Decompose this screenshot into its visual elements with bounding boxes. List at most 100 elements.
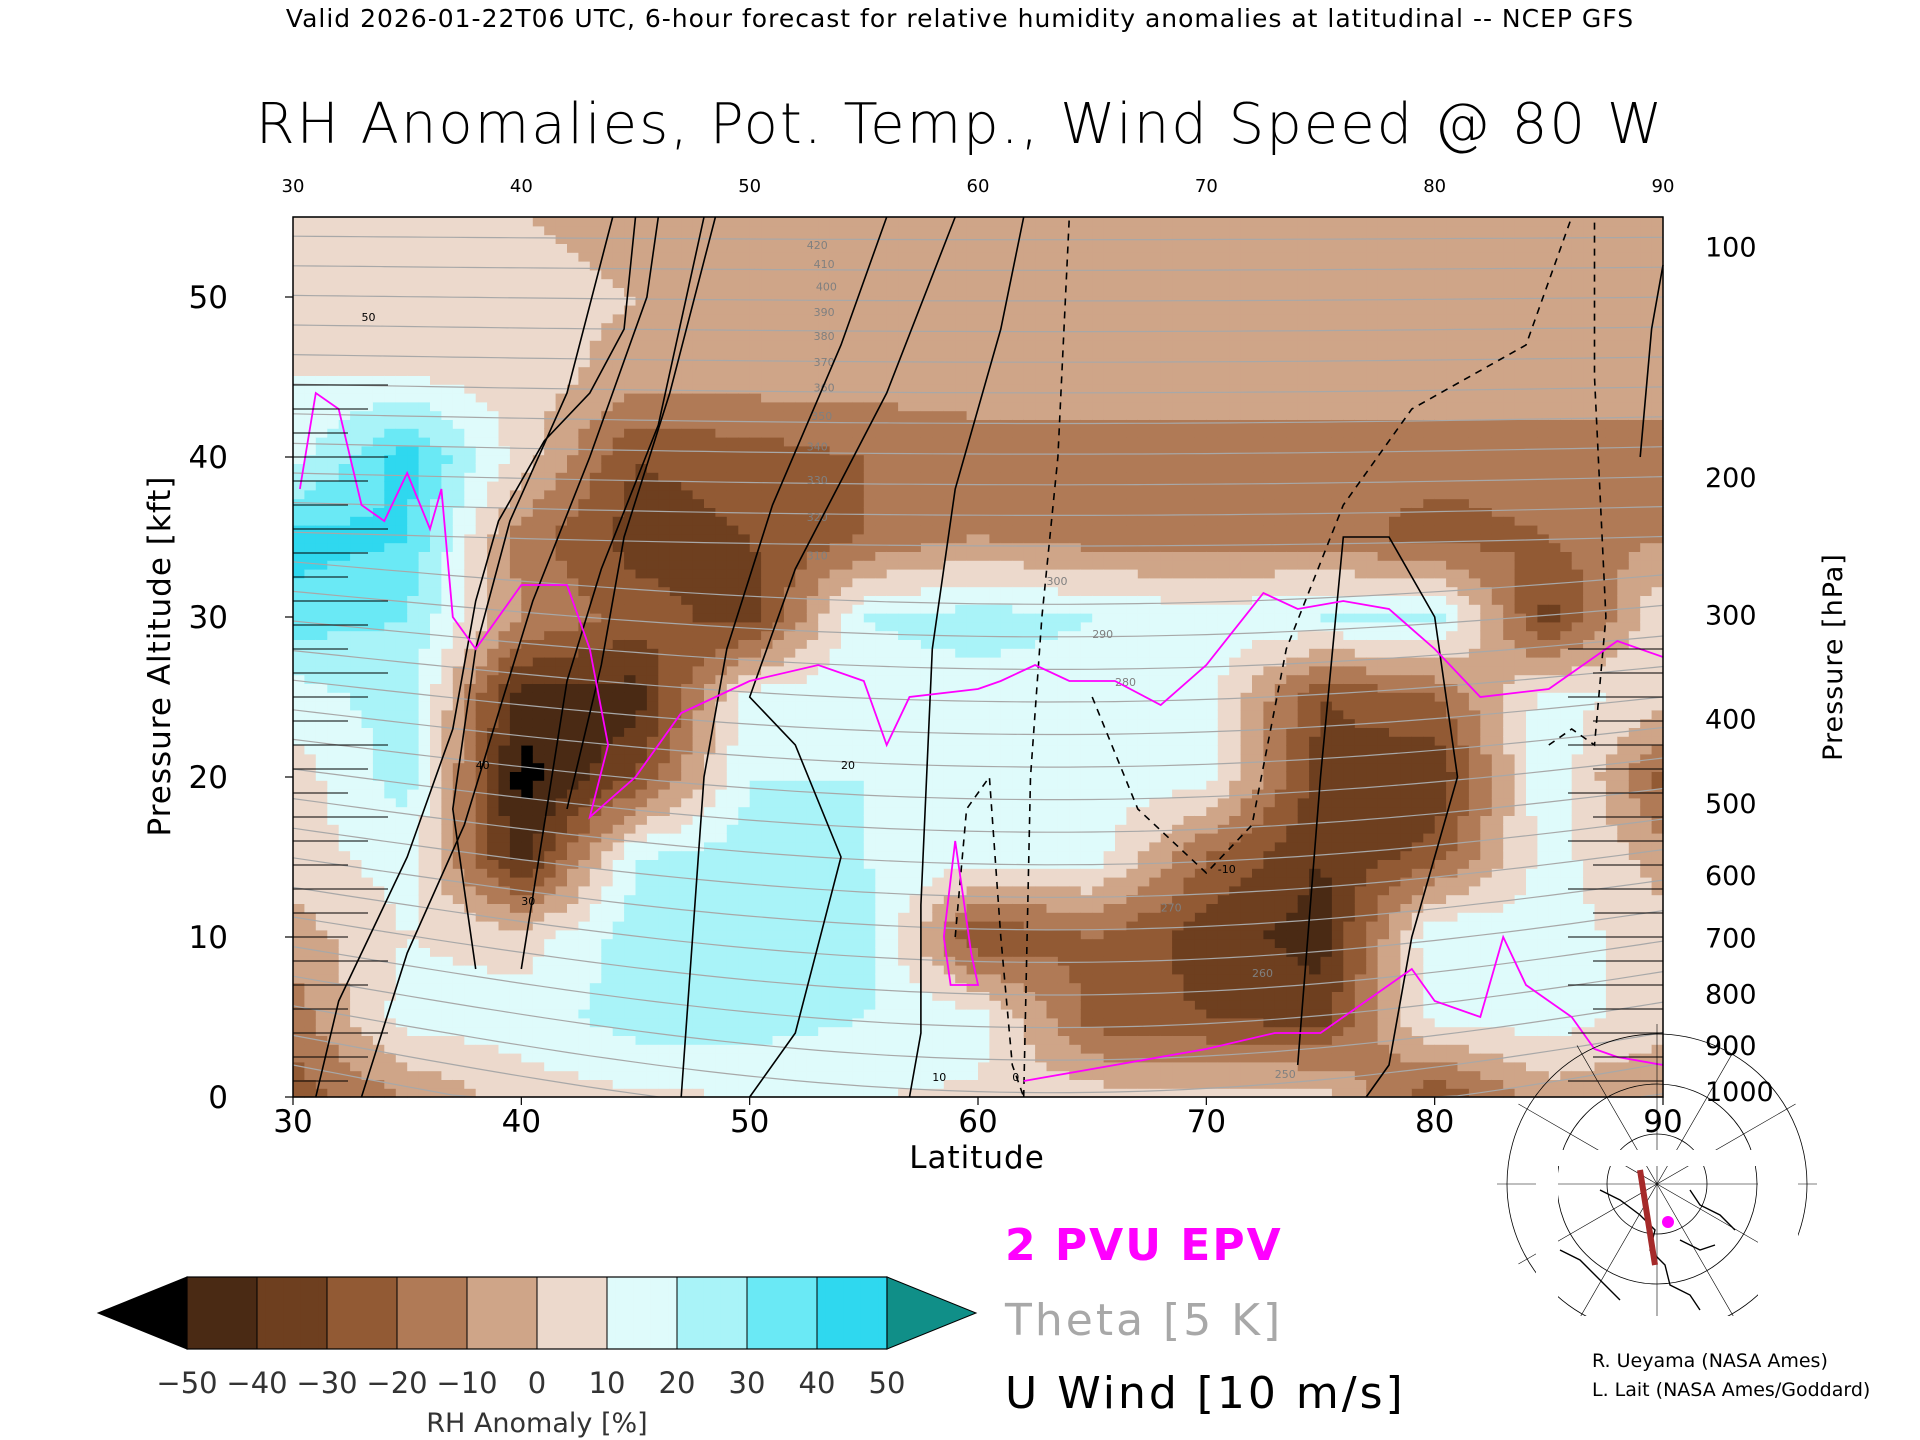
heatmap-cell [612, 428, 625, 438]
heatmap-cell [658, 991, 671, 1001]
heatmap-cell [521, 1000, 534, 1010]
heatmap-cell [806, 489, 819, 500]
heatmap-cell [498, 894, 511, 904]
heatmap-cell [498, 296, 511, 306]
heatmap-cell [509, 560, 522, 570]
heatmap-cell [841, 965, 853, 975]
heatmap-cell [555, 621, 568, 632]
heatmap-cell [841, 569, 853, 579]
heatmap-cell [544, 1079, 557, 1089]
heatmap-cell [738, 947, 751, 957]
heatmap-cell [738, 533, 751, 544]
heatmap-cell [669, 234, 682, 244]
heatmap-cell [338, 498, 351, 508]
heatmap-cell [829, 929, 842, 940]
heatmap-cell [567, 965, 579, 975]
heatmap-cell [350, 1017, 363, 1028]
heatmap-cell [384, 445, 397, 456]
heatmap-cell [795, 665, 808, 676]
heatmap-cell [658, 885, 671, 896]
heatmap-cell [521, 692, 534, 702]
heatmap-cell [430, 736, 442, 746]
heatmap-cell [407, 621, 420, 632]
heatmap-cell [430, 595, 442, 605]
heatmap-cell [795, 965, 808, 975]
heatmap-cell [772, 507, 785, 517]
heatmap-cell [350, 903, 363, 913]
heatmap-cell [407, 683, 420, 693]
heatmap-cell [692, 789, 705, 799]
heatmap-cell [293, 525, 305, 535]
heatmap-cell [681, 1053, 694, 1063]
heatmap-cell [704, 841, 716, 852]
heatmap-cell [715, 401, 728, 412]
heatmap-cell [509, 437, 522, 447]
heatmap-cell [601, 454, 614, 464]
heatmap-cell [350, 859, 363, 869]
heatmap-cell [829, 252, 842, 262]
heatmap-cell [578, 683, 591, 693]
heatmap-cell [395, 674, 408, 684]
heatmap-cell [395, 287, 408, 297]
heatmap-cell [749, 753, 762, 764]
heatmap-cell [624, 665, 637, 676]
heatmap-cell [669, 577, 682, 588]
heatmap-cell [487, 401, 500, 412]
heatmap-cell [407, 225, 420, 236]
heatmap-cell [418, 859, 431, 869]
heatmap-cell [841, 903, 853, 913]
heatmap-cell [749, 613, 762, 623]
heatmap-cell [738, 507, 751, 517]
heatmap-cell [430, 894, 442, 904]
heatmap-cell [624, 639, 637, 649]
heatmap-cell [487, 1070, 500, 1080]
heatmap-cell [704, 709, 716, 720]
heatmap-cell [338, 595, 351, 605]
heatmap-cell [567, 525, 579, 535]
heatmap-cell [532, 1026, 545, 1036]
heatmap-cell [315, 234, 328, 244]
heatmap-cell [715, 1061, 728, 1072]
heatmap-cell [783, 340, 796, 350]
heatmap-cell [327, 912, 340, 922]
heatmap-cell [430, 665, 442, 676]
heatmap-cell [715, 903, 728, 913]
heatmap-cell [818, 481, 831, 491]
heatmap-cell [509, 1053, 522, 1063]
heatmap-cell [681, 1044, 694, 1054]
heatmap-cell [761, 481, 774, 491]
heatmap-cell [350, 762, 363, 772]
heatmap-cell [464, 542, 477, 552]
heatmap-cell [646, 287, 659, 297]
heatmap-cell [487, 1009, 500, 1019]
heatmap-cell [715, 366, 728, 376]
heatmap-cell [704, 1079, 716, 1089]
heatmap-cell [293, 419, 305, 429]
heatmap-cell [681, 753, 694, 764]
heatmap-cell [783, 780, 796, 790]
heatmap-cell [612, 1088, 625, 1098]
heatmap-cell [669, 903, 682, 913]
heatmap-cell [818, 745, 831, 755]
heatmap-cell [841, 613, 853, 623]
heatmap-cell [407, 401, 420, 412]
heatmap-cell [544, 217, 557, 227]
heatmap-cell [646, 648, 659, 658]
heatmap-cell [772, 287, 785, 297]
heatmap-cell [658, 613, 671, 623]
heatmap-cell [772, 780, 785, 790]
heatmap-cell [852, 560, 865, 570]
heatmap-cell [646, 745, 659, 755]
heatmap-cell [669, 516, 682, 526]
heatmap-cell [293, 850, 305, 860]
heatmap-cell [852, 604, 865, 614]
heatmap-cell [407, 912, 420, 922]
heatmap-cell [578, 278, 591, 288]
heatmap-cell [441, 1070, 454, 1080]
heatmap-cell [783, 1026, 796, 1036]
heatmap-cell [430, 1017, 442, 1028]
heatmap-cell [372, 683, 385, 693]
heatmap-cell [361, 965, 374, 975]
heatmap-cell [509, 217, 522, 227]
heatmap-cell [704, 384, 716, 394]
